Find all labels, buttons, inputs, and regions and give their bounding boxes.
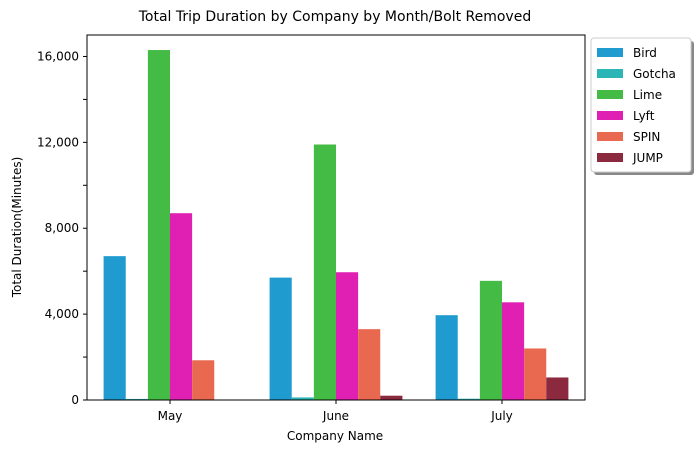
bar-bird-may: [103, 256, 126, 400]
legend-swatch-lime: [597, 90, 623, 99]
bar-spin-july: [524, 348, 547, 400]
legend: Bird Gotcha Lime Lyft SPIN JUMP: [590, 37, 694, 175]
x-tick-label: May: [158, 409, 183, 423]
legend-swatch-lyft: [597, 111, 623, 120]
legend-label-lime: Lime: [633, 88, 662, 102]
bar-lime-may: [147, 50, 170, 400]
bar-gotcha-may: [125, 398, 148, 400]
y-tick-label: 8,000: [45, 221, 79, 235]
legend-label-lyft: Lyft: [633, 109, 655, 123]
bar-lyft-june: [336, 272, 359, 400]
y-tick-label: 0: [71, 393, 79, 407]
y-axis-label: Total Duration(Minutes): [10, 157, 24, 299]
legend-swatch-bird: [597, 48, 623, 57]
legend-swatch-spin: [597, 132, 623, 141]
legend-label-jump: JUMP: [632, 151, 663, 165]
bar-gotcha-july: [457, 398, 480, 400]
y-tick-label: 4,000: [45, 307, 79, 321]
bar-spin-june: [358, 329, 381, 400]
legend-label-gotcha: Gotcha: [633, 67, 676, 81]
bar-jump-june: [380, 395, 403, 400]
x-axis: May June July: [158, 400, 513, 423]
y-tick-label: 16,000: [37, 49, 79, 63]
plot-frame: [86, 34, 586, 401]
bars-group: [103, 50, 569, 400]
bar-lime-july: [479, 280, 502, 400]
bar-lime-june: [313, 144, 336, 400]
legend-label-spin: SPIN: [633, 130, 660, 144]
bar-lyft-may: [170, 213, 193, 400]
bar-jump-july: [546, 377, 569, 400]
y-axis: 0 4,000 8,000 12,000 16,000: [37, 49, 87, 407]
x-tick-label: July: [490, 409, 513, 423]
bar-lyft-july: [502, 302, 525, 400]
y-tick-label: 12,000: [37, 135, 79, 149]
legend-swatch-jump: [597, 153, 623, 162]
chart-title: Total Trip Duration by Company by Month/…: [138, 9, 531, 25]
bar-gotcha-june: [291, 397, 314, 400]
bar-spin-may: [192, 360, 215, 400]
legend-label-bird: Bird: [633, 46, 657, 60]
x-axis-label: Company Name: [287, 429, 383, 443]
legend-swatch-gotcha: [597, 69, 623, 78]
x-tick-label: June: [322, 409, 349, 423]
bar-bird-june: [269, 277, 292, 400]
bar-bird-july: [435, 315, 458, 400]
